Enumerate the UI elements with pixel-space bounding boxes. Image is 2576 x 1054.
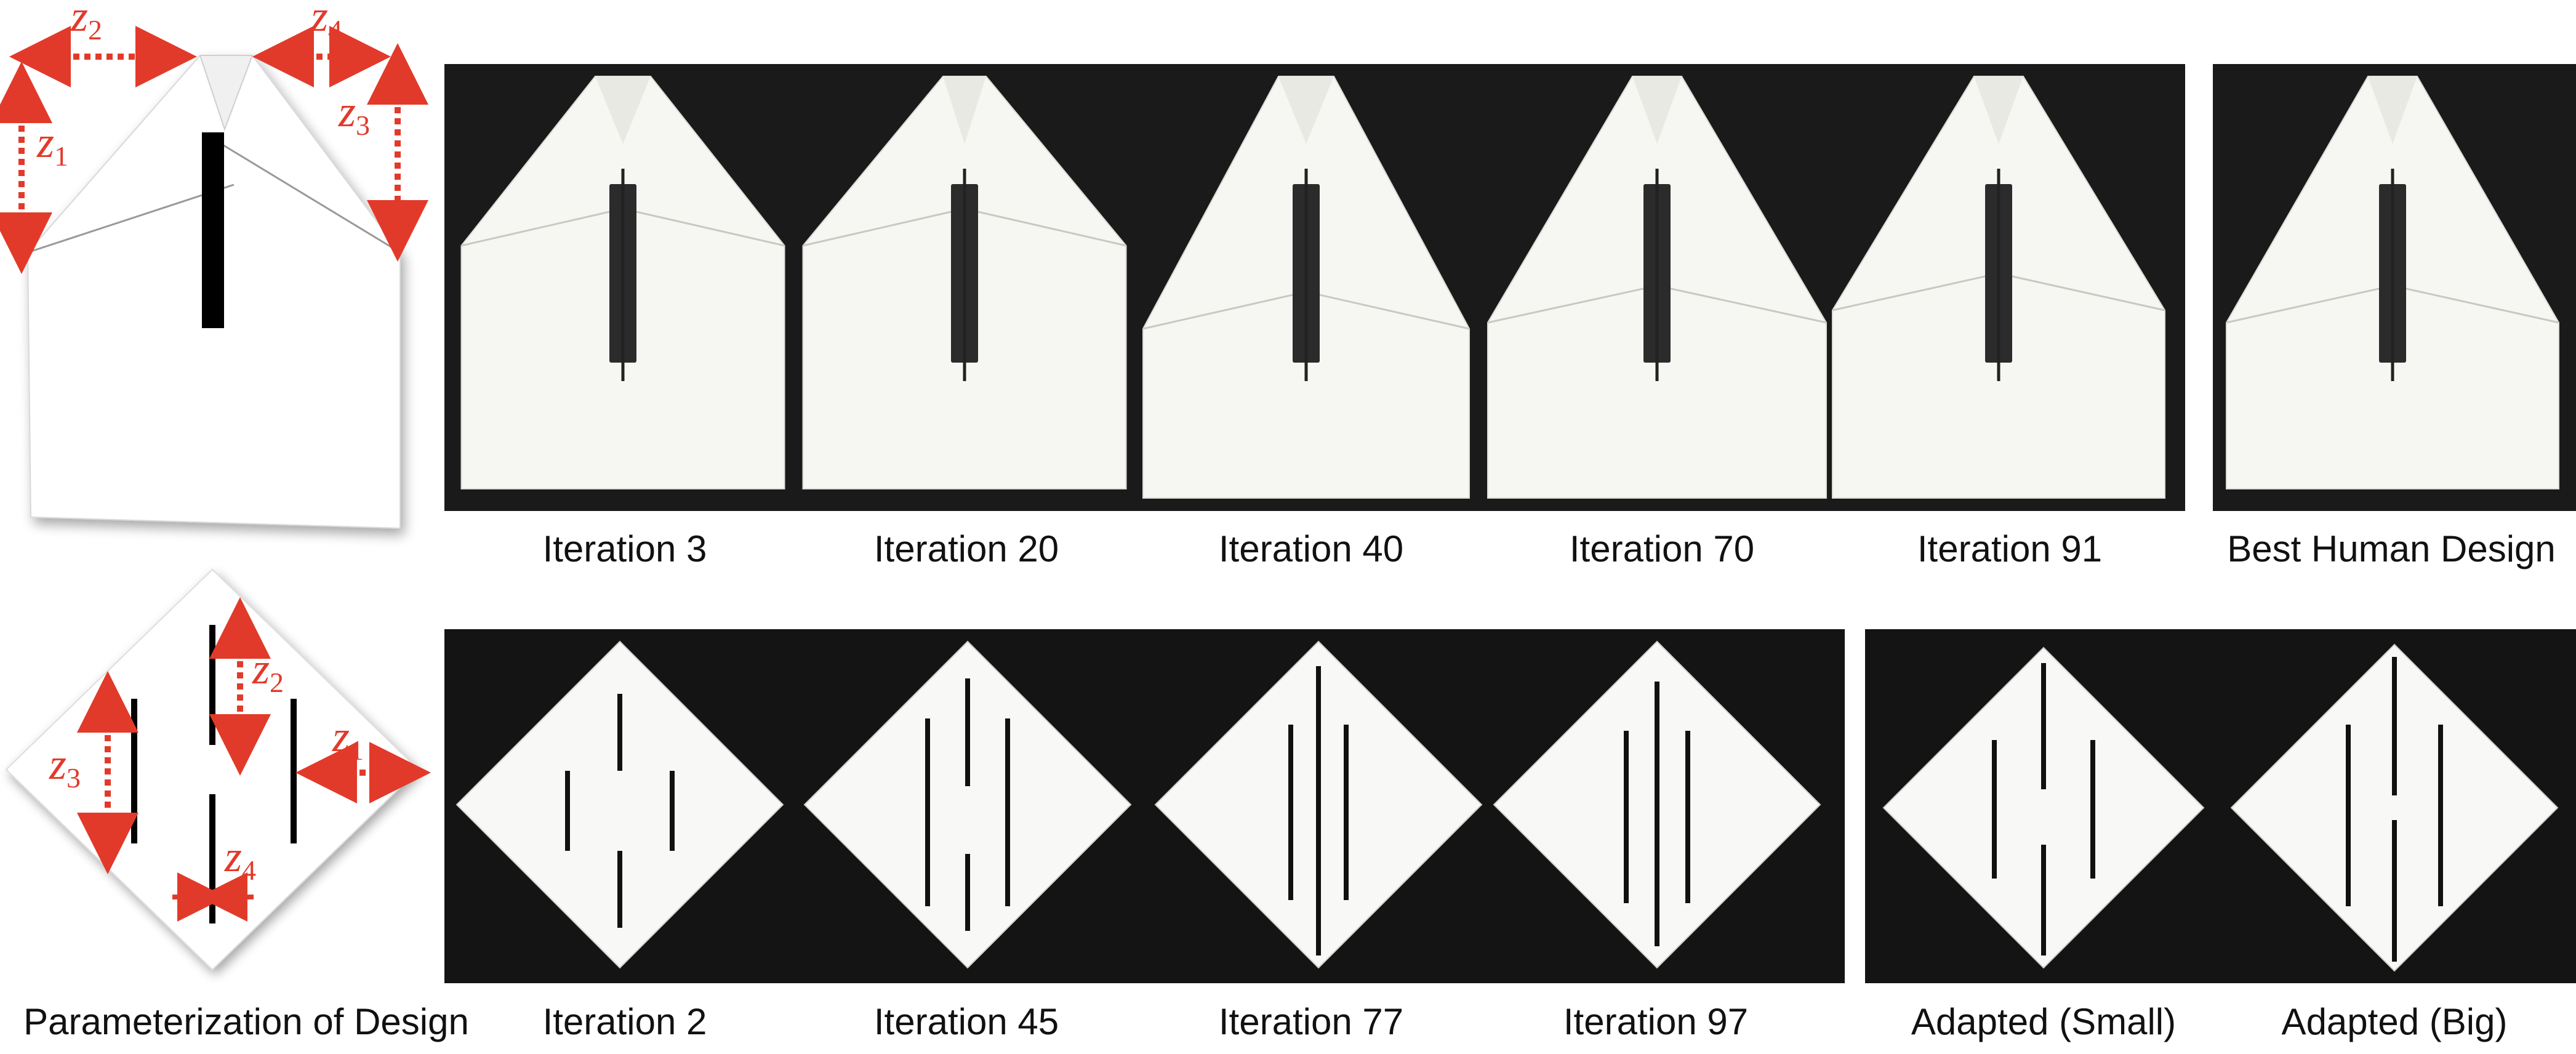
airplane-nose-fold bbox=[1278, 76, 1334, 144]
airplane-crease bbox=[1142, 291, 1307, 330]
diamond-slit bbox=[925, 718, 930, 906]
airplane-crease bbox=[1656, 284, 1827, 324]
diamond-paper bbox=[803, 640, 1132, 969]
airplane-photo bbox=[1142, 76, 1470, 499]
z4-label: z4 bbox=[224, 832, 256, 886]
caption-adapted-small: Adapted (Small) bbox=[1911, 1001, 2177, 1042]
diamond-slit bbox=[2392, 657, 2397, 795]
caption-iteration-70: Iteration 70 bbox=[1569, 528, 1755, 569]
diamond-photo bbox=[2230, 643, 2559, 972]
diamond-slit bbox=[2090, 740, 2095, 879]
z3-label: z3 bbox=[338, 87, 370, 141]
diamond-slit bbox=[1316, 666, 1321, 955]
diamond-slit bbox=[1344, 725, 1349, 900]
airplane-photo bbox=[460, 76, 785, 489]
row2-iterations-panel bbox=[444, 629, 1845, 983]
diamond-slit bbox=[1005, 718, 1010, 906]
caption-iteration-77: Iteration 77 bbox=[1218, 1001, 1404, 1042]
caption-iteration-97: Iteration 97 bbox=[1563, 1001, 1749, 1042]
diamond-photo bbox=[1882, 646, 2205, 969]
airplane-weight-bar bbox=[202, 132, 224, 328]
best-human-design-panel bbox=[2213, 64, 2576, 511]
airplane-crease bbox=[803, 207, 965, 247]
caption-iteration-20: Iteration 20 bbox=[873, 528, 1059, 569]
caption-iteration-2: Iteration 2 bbox=[542, 1001, 707, 1042]
row1-airplanes bbox=[460, 76, 2165, 499]
diamond-slit bbox=[1624, 731, 1629, 903]
diamond-slit bbox=[209, 794, 215, 923]
airplane-crease bbox=[1832, 272, 1999, 312]
caption-best-human-design: Best Human Design bbox=[2227, 528, 2556, 569]
airplane-parameterization: z1 z2 z3 z4 bbox=[0, 0, 431, 542]
diamond-slit bbox=[617, 851, 622, 928]
airplane-photo bbox=[1832, 76, 2165, 499]
diamond-slit bbox=[965, 854, 970, 931]
diamond-paper bbox=[1882, 646, 2205, 969]
diamond-slit bbox=[565, 771, 570, 851]
airplane-crease bbox=[461, 207, 624, 247]
caption-iteration-91: Iteration 91 bbox=[1917, 528, 2103, 569]
airplane-photo bbox=[802, 76, 1127, 489]
diamond-photo bbox=[455, 640, 784, 969]
diamond-slit bbox=[2392, 820, 2397, 962]
airplane-nose-fold bbox=[595, 76, 651, 144]
airplane-crease bbox=[1306, 291, 1470, 330]
airplane-nose-fold bbox=[2368, 76, 2417, 144]
diamond-paper bbox=[2230, 643, 2559, 972]
airplane-nose-fold bbox=[1974, 76, 2023, 144]
airplane-crease bbox=[964, 207, 1126, 247]
diamond-slit bbox=[617, 694, 622, 771]
diamond-photo bbox=[1154, 640, 1483, 969]
diamond-slit bbox=[2346, 725, 2351, 906]
row1-iterations-panel bbox=[444, 64, 2185, 511]
airplane-photo bbox=[2226, 76, 2559, 489]
caption-iteration-40: Iteration 40 bbox=[1218, 528, 1404, 569]
diamond-slit bbox=[1655, 682, 1659, 946]
caption-iteration-45: Iteration 45 bbox=[873, 1001, 1059, 1042]
caption-parameterization-of-design: Parameterization of Design bbox=[23, 1001, 469, 1042]
airplane-crease bbox=[2226, 284, 2393, 324]
adapted-designs-panel bbox=[1865, 629, 2576, 983]
z4-label: z4 bbox=[310, 0, 342, 46]
diamond-parameterization-diagram: z2 z3 z1 z4 bbox=[5, 568, 431, 971]
caption-adapted-big: Adapted (Big) bbox=[2281, 1001, 2508, 1042]
diamond-slit bbox=[2438, 725, 2443, 906]
diamond-slit bbox=[2041, 663, 2046, 789]
diamond-slit bbox=[1992, 740, 1997, 879]
adapted-diamonds bbox=[1882, 643, 2559, 972]
diamond-slit bbox=[670, 771, 675, 851]
best-human-airplane bbox=[2226, 76, 2559, 489]
airplane-nose-fold bbox=[1632, 76, 1682, 144]
z1-label: z1 bbox=[332, 712, 364, 766]
z2-label: z2 bbox=[252, 644, 284, 698]
caption-iteration-3: Iteration 3 bbox=[542, 528, 707, 569]
diamond-slit bbox=[1288, 725, 1293, 900]
row2-diamonds bbox=[455, 640, 1821, 969]
airplane-parameterization-diagram: z1 z2 z3 z4 bbox=[0, 0, 428, 529]
diamond-slit bbox=[965, 678, 970, 786]
airplane-crease bbox=[622, 207, 785, 247]
airplane-nose-fold bbox=[943, 76, 986, 144]
z3-label: z3 bbox=[49, 739, 81, 794]
diamond-photo bbox=[803, 640, 1132, 969]
airplane-photo bbox=[1487, 76, 1827, 499]
diamond-slit bbox=[2041, 845, 2046, 955]
diamond-parameterization: z2 z3 z1 z4 bbox=[0, 560, 443, 991]
z1-label: z1 bbox=[36, 118, 68, 172]
airplane-crease bbox=[1998, 272, 2165, 312]
airplane-crease bbox=[1487, 284, 1658, 324]
airplane-crease bbox=[2392, 284, 2559, 324]
diamond-slit bbox=[1685, 731, 1690, 903]
diamond-slit bbox=[291, 699, 297, 843]
diamond-paper bbox=[455, 640, 784, 969]
diamond-photo bbox=[1493, 640, 1821, 969]
diamond-slit bbox=[131, 699, 137, 843]
diamond-slit bbox=[209, 625, 215, 745]
z2-label: z2 bbox=[70, 0, 102, 46]
